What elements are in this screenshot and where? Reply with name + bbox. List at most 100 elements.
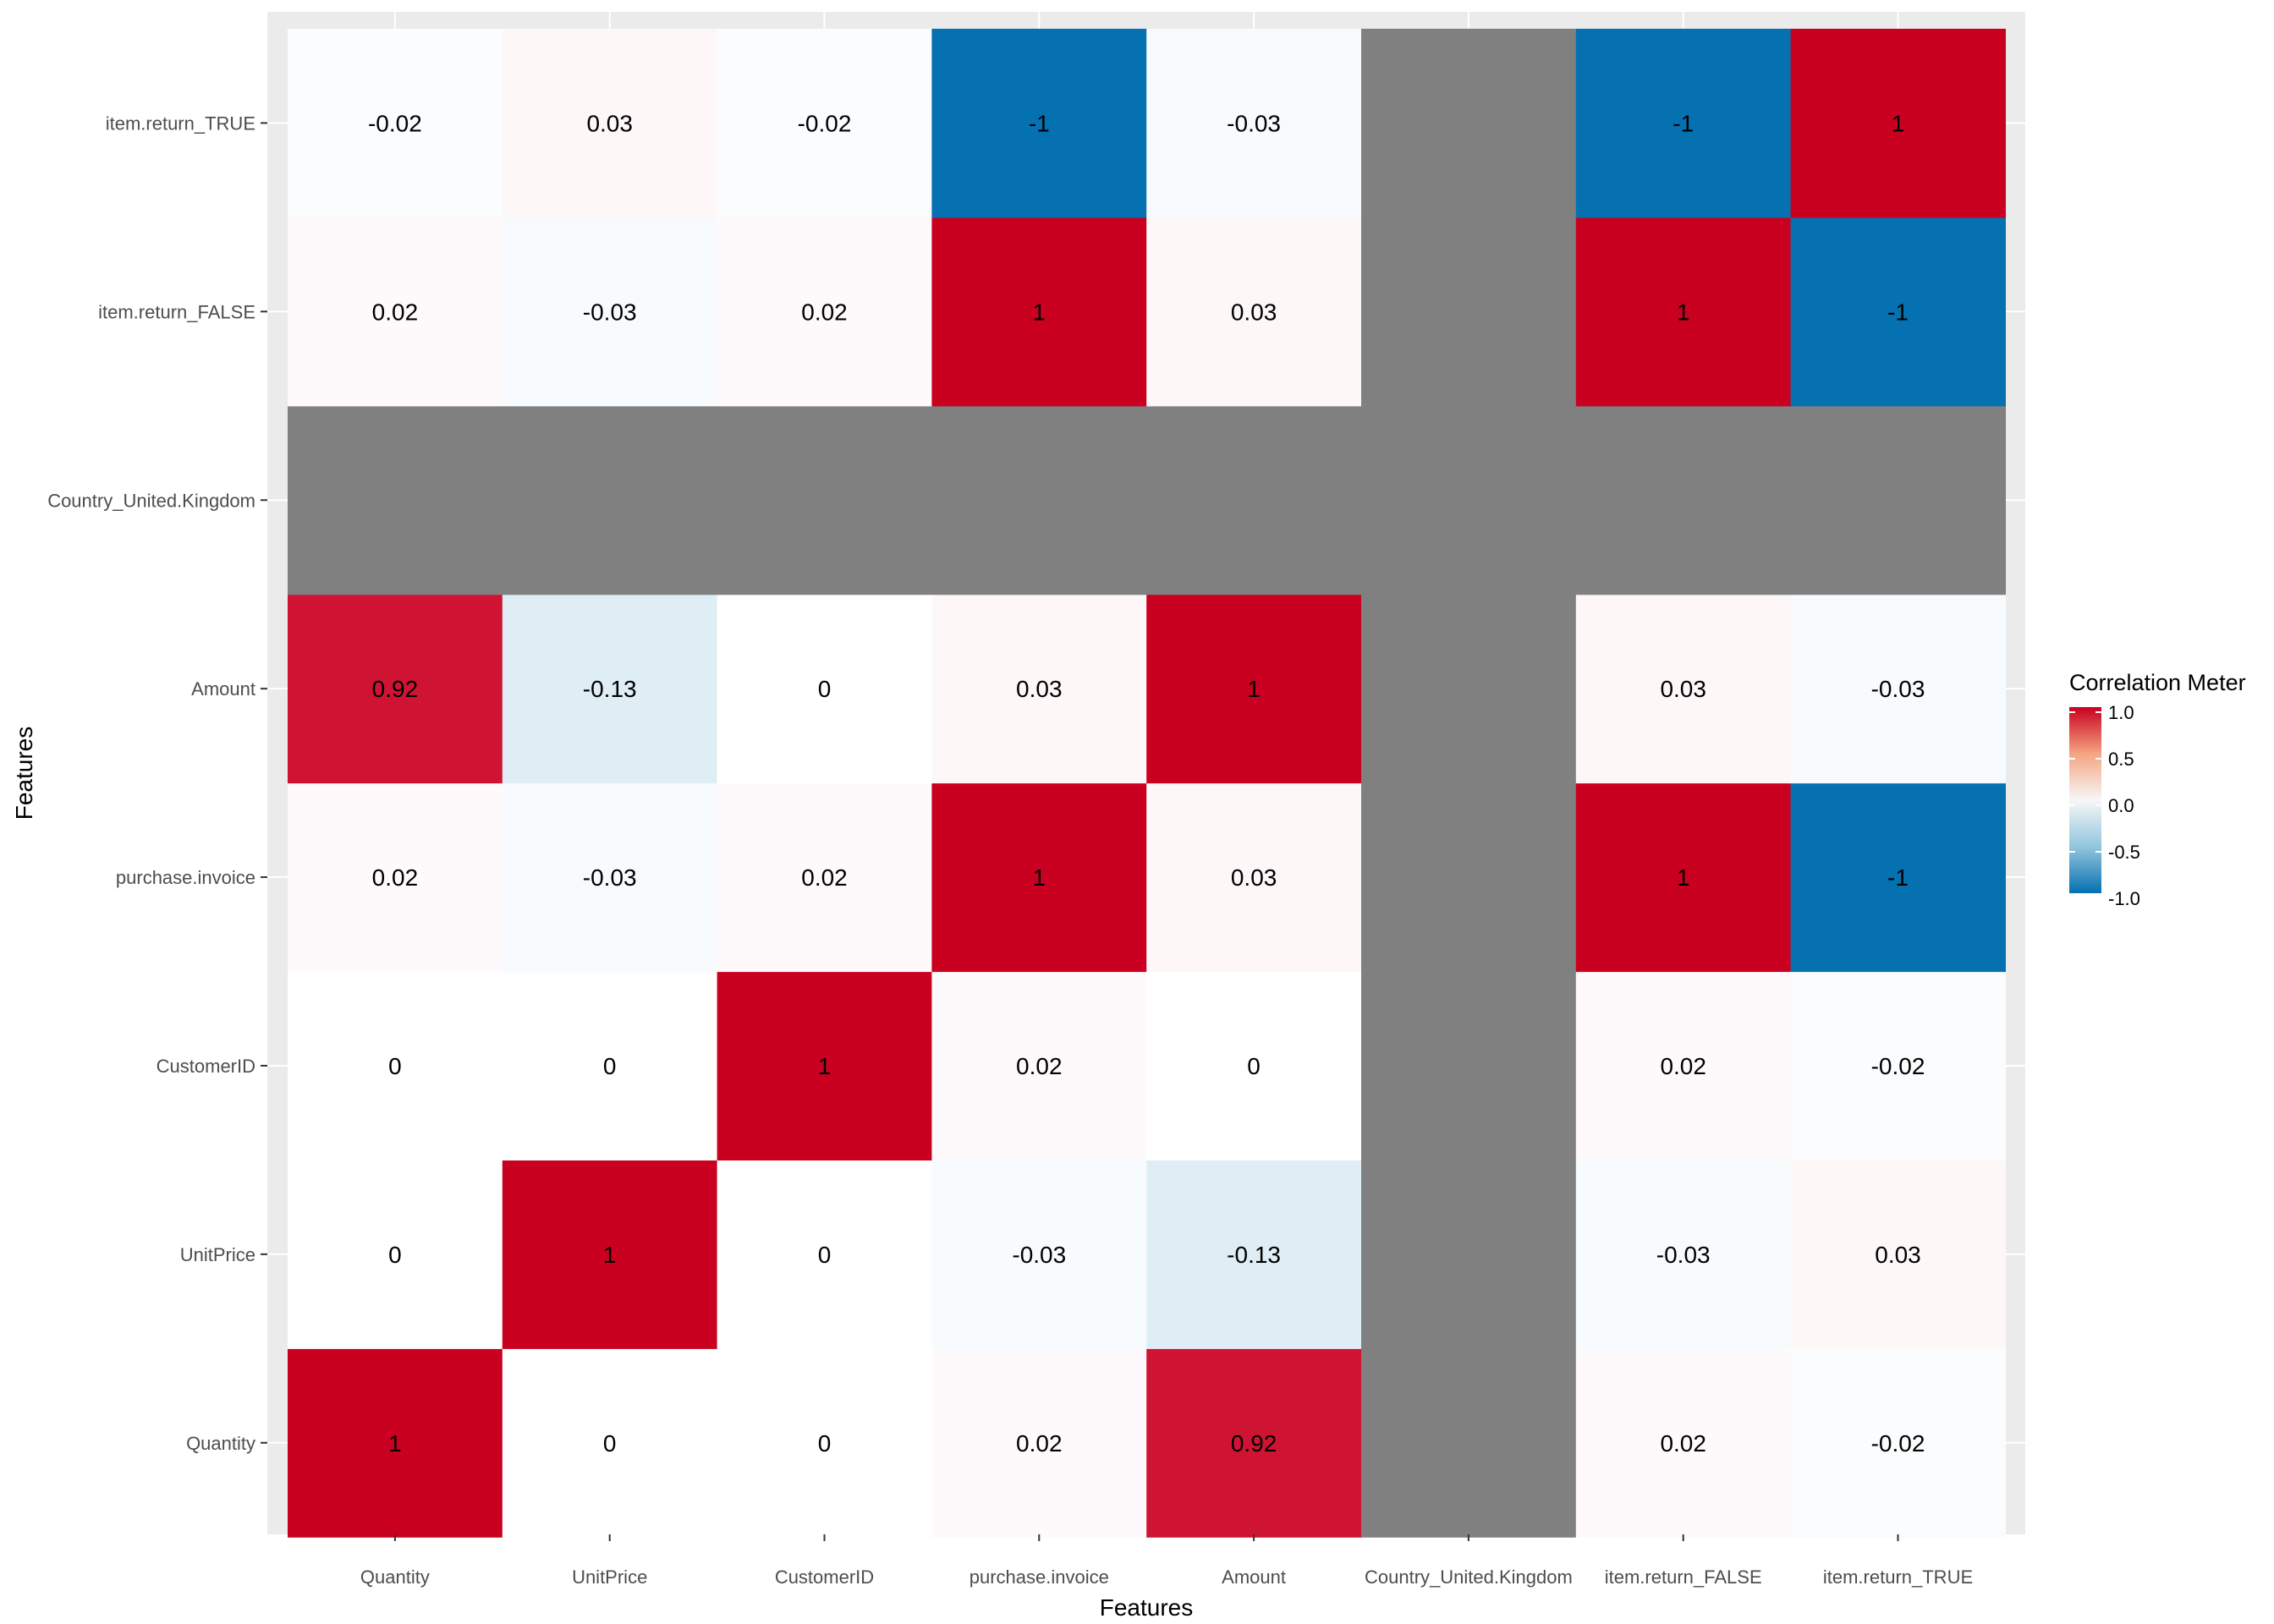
heatmap-cell [1146,217,1362,407]
cell-value-label: 1 [1033,299,1046,325]
x-tick-label: Quantity [360,1566,430,1588]
heatmap-cell [1146,594,1362,784]
heatmap-cell [502,29,718,218]
y-tick-label: CustomerID [157,1056,255,1077]
y-axis-title: Features [11,727,37,820]
cell-value-label: -1 [1887,864,1909,891]
y-tick-label: item.return_FALSE [98,301,255,322]
legend-tick-label: 0.5 [2108,749,2134,770]
cell-value-label: 0.02 [1016,1053,1063,1079]
heatmap-cell [717,594,932,784]
x-tick-label: Country_United.Kingdom [1365,1566,1573,1588]
heatmap-cell [502,971,718,1160]
heatmap-cell [1575,405,1792,595]
cell-value-label: 0.02 [372,299,419,325]
y-tick-label: Amount [191,678,255,700]
legend-title: Correlation Meter [2069,670,2246,695]
heatmap-cell [1361,1348,1577,1538]
cell-value-label: 0 [818,676,832,702]
heatmap-cell [717,405,932,595]
x-axis-ticks: Quantity UnitPrice CustomerID purchase.invo… [360,1534,1973,1588]
cell-value-label: 0.92 [372,676,419,702]
heatmap-cell [502,1348,718,1538]
heatmap-cell [1790,405,2006,595]
heatmap-cell [1575,1160,1792,1349]
heatmap-cell [288,1348,503,1538]
cell-value-label: 1 [1033,864,1046,891]
cell-value-label: -1 [1673,110,1694,136]
cell-value-label: -0.03 [583,299,637,325]
heatmap-cell [1790,594,2006,784]
heatmap-cell [502,782,718,973]
cell-value-label: -1 [1029,110,1050,136]
heatmap-cell [1146,1348,1362,1538]
heatmap-cell [1790,1160,2006,1349]
legend-tick-label: -1.0 [2108,888,2140,909]
y-tick-label: UnitPrice [180,1244,255,1265]
cell-value-label: 0.03 [1231,299,1277,325]
cell-value-label: 1 [818,1053,832,1079]
heatmap-cell [1361,782,1577,973]
cell-value-label: 1 [1247,676,1261,702]
heatmap-cell [931,29,1147,218]
x-tick-label: UnitPrice [572,1566,647,1588]
heatmap-cell [1575,594,1792,784]
cell-value-label: -0.03 [1871,676,1925,702]
cell-value-label: 0.03 [1660,676,1706,702]
heatmap-cell [1361,217,1577,407]
heatmap-cell [502,594,718,784]
cell-value-label: 0 [1247,1053,1261,1079]
heatmap-cell [1146,782,1362,973]
x-tick-label: item.return_TRUE [1823,1566,1973,1588]
heatmap-cell [1361,405,1577,595]
legend-tick-label: -0.5 [2108,842,2140,863]
heatmap-cell [717,217,932,407]
cell-value-label: 0.02 [801,864,848,891]
heatmap-cell [931,594,1147,784]
heatmap-cell [288,1160,503,1349]
heatmap-cell [288,782,503,973]
heatmap-cell [502,405,718,595]
heatmap-cell [931,217,1147,407]
heatmap-cell [1575,1348,1792,1538]
cell-value-label: 0.02 [1016,1430,1063,1457]
heatmap-cell [1575,217,1792,407]
heatmap-cell [1790,971,2006,1160]
cell-value-label: 1 [1677,864,1690,891]
legend-tick-label: 0.0 [2108,795,2134,816]
cell-value-label: -0.03 [1227,110,1281,136]
cell-value-label: -0.02 [798,110,852,136]
heatmap-cell [717,971,932,1160]
heatmap-cell [1790,1348,2006,1538]
cell-value-label: -0.03 [583,864,637,891]
heatmap-cell [1575,971,1792,1160]
cell-value-label: -0.03 [1012,1242,1066,1268]
cell-value-label: -0.13 [1227,1242,1281,1268]
heatmap-cell [288,971,503,1160]
legend-ticks: 1.0 0.5 0.0 -0.5 -1.0 [2069,702,2140,909]
cell-value-label: -0.13 [583,676,637,702]
heatmap-cell [1146,971,1362,1160]
x-tick-label: Amount [1222,1566,1286,1588]
cell-value-label: 1 [603,1242,617,1268]
x-tick-label: CustomerID [775,1566,874,1588]
heatmap-cell [717,29,932,218]
cell-value-label: 0.02 [1660,1430,1706,1457]
legend-tick-label: 1.0 [2108,702,2134,723]
cell-value-label: 0.02 [801,299,848,325]
heatmap-cell [1146,1160,1362,1349]
y-axis-ticks: Quantity UnitPrice CustomerID purchase.invo… [47,112,267,1454]
heatmap-cell [1361,971,1577,1160]
cell-value-label: 0 [603,1053,617,1079]
heatmap-cell [1575,29,1792,218]
heatmap-cells [288,29,2006,1538]
heatmap-cell [717,1348,932,1538]
heatmap-cell [288,594,503,784]
heatmap-cell [1361,29,1577,218]
legend: Correlation Meter 1.0 0.5 0.0 -0.5 -1.0 [2069,670,2246,909]
heatmap-cell [1790,217,2006,407]
cell-value-label: 0 [818,1242,832,1268]
x-axis-title: Features [1100,1594,1194,1621]
cell-value-label: 0.03 [1875,1242,1921,1268]
